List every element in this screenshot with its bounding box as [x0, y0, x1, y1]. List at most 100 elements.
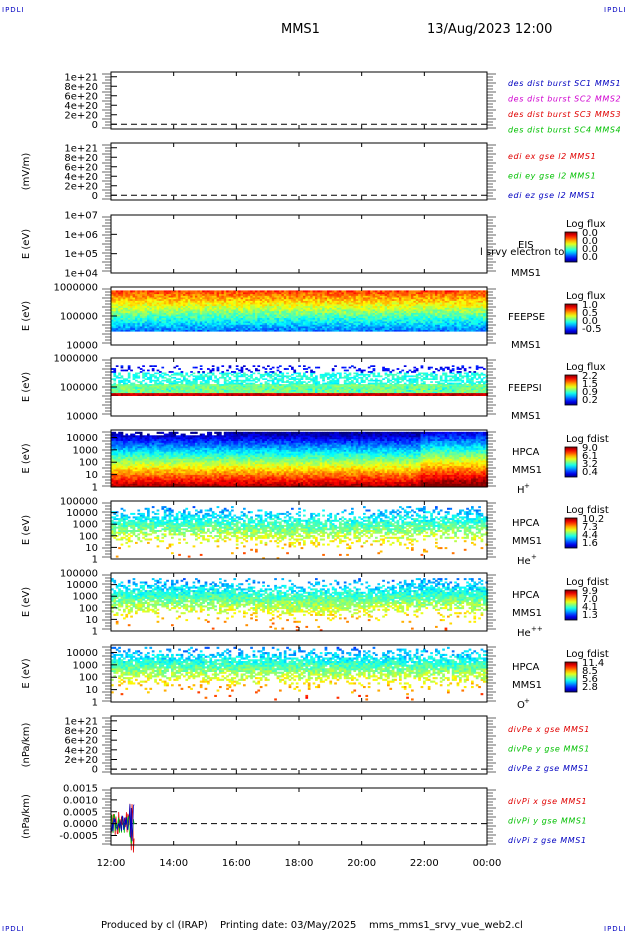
colorbar-tick-label: 1.0	[582, 300, 598, 311]
spectrogram-cell	[379, 316, 383, 318]
spectrogram-cell	[154, 297, 157, 300]
spectrogram-cell	[127, 394, 131, 396]
spectrogram-cell	[425, 322, 429, 325]
spectrogram-cell	[267, 373, 270, 376]
spectrogram-cell	[204, 375, 208, 378]
spectrogram-cell	[207, 372, 210, 375]
spectrogram-cell	[312, 305, 316, 308]
spectrogram-cell	[228, 382, 232, 385]
spectrogram-cell	[111, 297, 114, 300]
spectrogram-cell	[279, 391, 282, 394]
spectrogram-cell	[274, 317, 277, 320]
ytick-label: 8e+20	[64, 153, 98, 164]
spectrogram-cell	[118, 302, 121, 305]
spectrogram-cell	[238, 324, 241, 327]
spectrogram-cell	[310, 324, 313, 327]
spectrogram-cell	[142, 300, 145, 303]
spectrogram-cell	[483, 302, 486, 305]
spectrogram-cell	[473, 314, 477, 317]
spectrogram-cell	[247, 317, 251, 320]
spectrogram-cell	[324, 321, 328, 324]
spectrogram-cell	[370, 297, 373, 300]
spectrogram-cell	[341, 322, 345, 325]
spectrogram-cell	[173, 298, 177, 301]
spectrogram-cell	[139, 391, 143, 394]
spectrogram-cell	[166, 295, 169, 298]
spectrogram-cell	[173, 389, 177, 392]
spectrogram-cell	[351, 292, 354, 295]
spectrogram-cell	[154, 305, 157, 308]
spectrogram-cell	[288, 324, 292, 327]
spectrogram-cell	[449, 324, 453, 327]
spectrogram-cell	[142, 326, 145, 329]
spectrogram-cell	[175, 305, 179, 308]
spectrogram-cell	[245, 290, 249, 293]
spectrogram-cell	[247, 329, 251, 332]
spectrogram-cell	[322, 292, 325, 295]
spectrogram-cell	[456, 292, 460, 295]
spectrogram-cell	[247, 388, 251, 391]
spectrogram-cell	[360, 314, 364, 317]
spectrogram-cell	[351, 319, 354, 322]
spectrogram-cell	[207, 376, 210, 379]
spectrogram-cell	[139, 322, 143, 325]
spectrogram-cell	[475, 321, 479, 324]
spectrogram-cell	[408, 290, 412, 293]
spectrogram-cell	[240, 385, 244, 388]
spectrogram-cell	[432, 322, 436, 325]
spectrogram-cell	[336, 292, 340, 295]
spectrogram-cell	[221, 292, 225, 295]
spectrogram-cell	[159, 292, 162, 295]
spectrogram-cell	[111, 305, 114, 308]
spectrogram-cell	[408, 324, 412, 327]
spectrogram-cell	[166, 310, 169, 313]
spectrogram-cell	[317, 319, 321, 322]
spectrogram-cell	[305, 310, 309, 313]
spectrogram-cell	[219, 391, 222, 394]
spectrogram-cell	[243, 314, 246, 317]
spectrogram-cell	[447, 329, 450, 332]
spectrogram-cell	[336, 317, 340, 320]
spectrogram-cell	[185, 378, 189, 380]
spectrogram-cell	[216, 379, 220, 382]
spectrogram-cell	[113, 368, 117, 370]
spectrogram-cell	[240, 312, 244, 315]
spectrogram-cell	[202, 322, 205, 325]
spectrogram-cell	[351, 324, 354, 327]
spectrogram-cell	[231, 314, 234, 317]
spectrogram-cell	[221, 314, 225, 317]
spectrogram-cell	[432, 329, 436, 332]
spectrogram-cell	[334, 305, 337, 308]
spectrogram-cell	[166, 326, 169, 329]
spectrogram-cell	[255, 388, 258, 391]
spectrogram-cell	[135, 312, 138, 315]
spectrogram-cell	[454, 324, 457, 327]
spectrogram-cell	[444, 307, 448, 310]
spectrogram-cell	[343, 316, 347, 318]
spectrogram-cell	[180, 297, 184, 300]
spectrogram-cell	[144, 304, 148, 307]
spectrogram-cell	[461, 322, 465, 325]
spectrogram-cell	[317, 329, 321, 332]
spectrogram-cell	[466, 309, 469, 312]
spectrogram-cell	[319, 321, 323, 324]
spectrogram-cell	[281, 310, 285, 313]
spectrogram-cell	[437, 293, 441, 296]
spectrogram-cell	[187, 310, 191, 313]
spectrogram-cell	[334, 321, 337, 324]
spectrogram-cell	[250, 310, 253, 313]
spectrogram-cell	[310, 307, 313, 310]
spectrogram-cell	[315, 302, 318, 305]
spectrogram-cell	[346, 327, 349, 330]
spectrogram-cell	[305, 316, 309, 318]
spectrogram-cell	[118, 310, 121, 313]
spectrogram-cell	[135, 304, 138, 307]
spectrogram-cell	[413, 329, 417, 332]
spectrogram-cell	[449, 298, 453, 301]
spectrogram-cell	[113, 302, 117, 305]
spectrogram-cell	[317, 327, 321, 330]
spectrogram-cell	[113, 292, 117, 295]
spectrogram-cell	[178, 322, 181, 325]
spectrogram-cell	[204, 314, 208, 317]
